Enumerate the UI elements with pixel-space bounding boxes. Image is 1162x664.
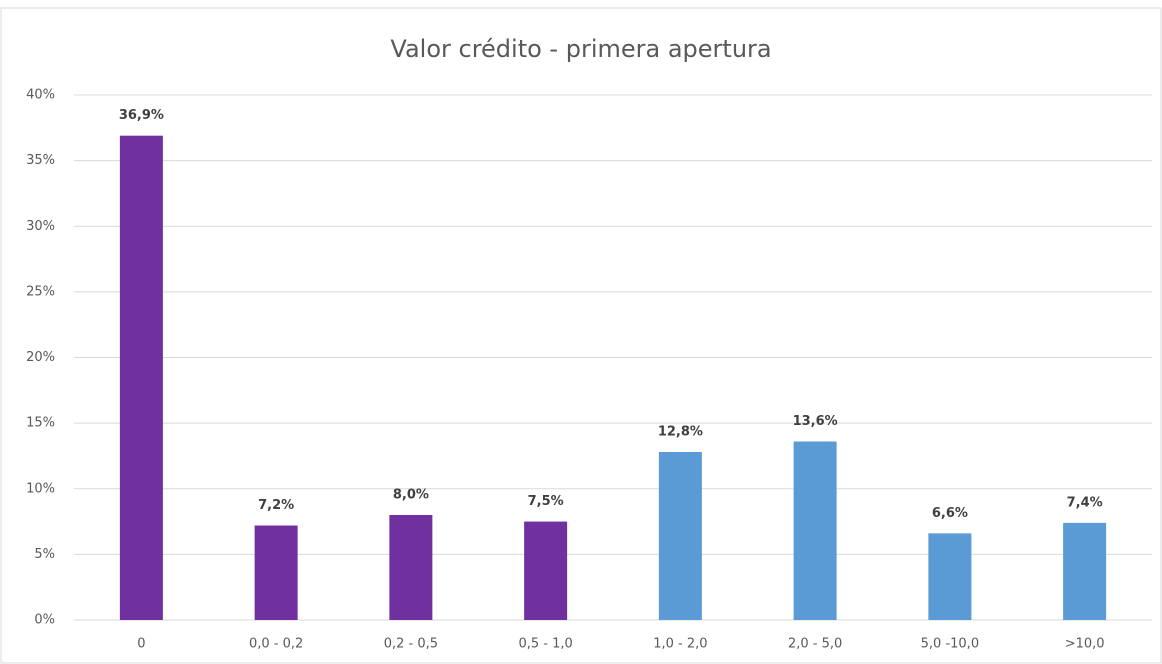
data-label: 12,8% (658, 425, 703, 440)
y-tick-label: 20% (26, 350, 55, 365)
y-tick-label: 0% (34, 613, 55, 628)
data-label: 8,0% (393, 488, 429, 503)
x-tick-label: 5,0 -10,0 (921, 637, 979, 652)
y-tick-label: 40% (26, 88, 55, 103)
bar (658, 452, 702, 620)
data-label: 7,5% (528, 494, 564, 509)
bar (254, 525, 298, 620)
y-tick-label: 30% (26, 219, 55, 234)
x-tick-label: 0,5 - 1,0 (518, 637, 572, 652)
bar (524, 521, 568, 620)
x-tick-label: 1,0 - 2,0 (653, 637, 707, 652)
data-label: 7,4% (1067, 495, 1103, 510)
data-label: 13,6% (793, 414, 838, 429)
bar (119, 135, 163, 620)
y-tick-label: 25% (26, 284, 55, 299)
y-tick-label: 5% (34, 547, 55, 562)
data-label: 7,2% (258, 498, 294, 513)
bar (928, 533, 972, 620)
chart-border (0, 7, 1162, 664)
chart-title: Valor crédito - primera apertura (390, 35, 771, 63)
x-tick-label: >10,0 (1065, 637, 1105, 652)
x-tick-label: 0,0 - 0,2 (249, 637, 303, 652)
y-tick-label: 35% (26, 153, 55, 168)
x-tick-label: 0 (137, 637, 145, 652)
data-label: 36,9% (119, 108, 164, 123)
x-tick-label: 0,2 - 0,5 (384, 637, 438, 652)
bar (1063, 522, 1107, 620)
y-tick-label: 10% (26, 481, 55, 496)
bar (389, 515, 433, 620)
bar (793, 441, 837, 620)
y-tick-label: 15% (26, 416, 55, 431)
x-tick-label: 2,0 - 5,0 (788, 637, 842, 652)
data-label: 6,6% (932, 506, 968, 521)
